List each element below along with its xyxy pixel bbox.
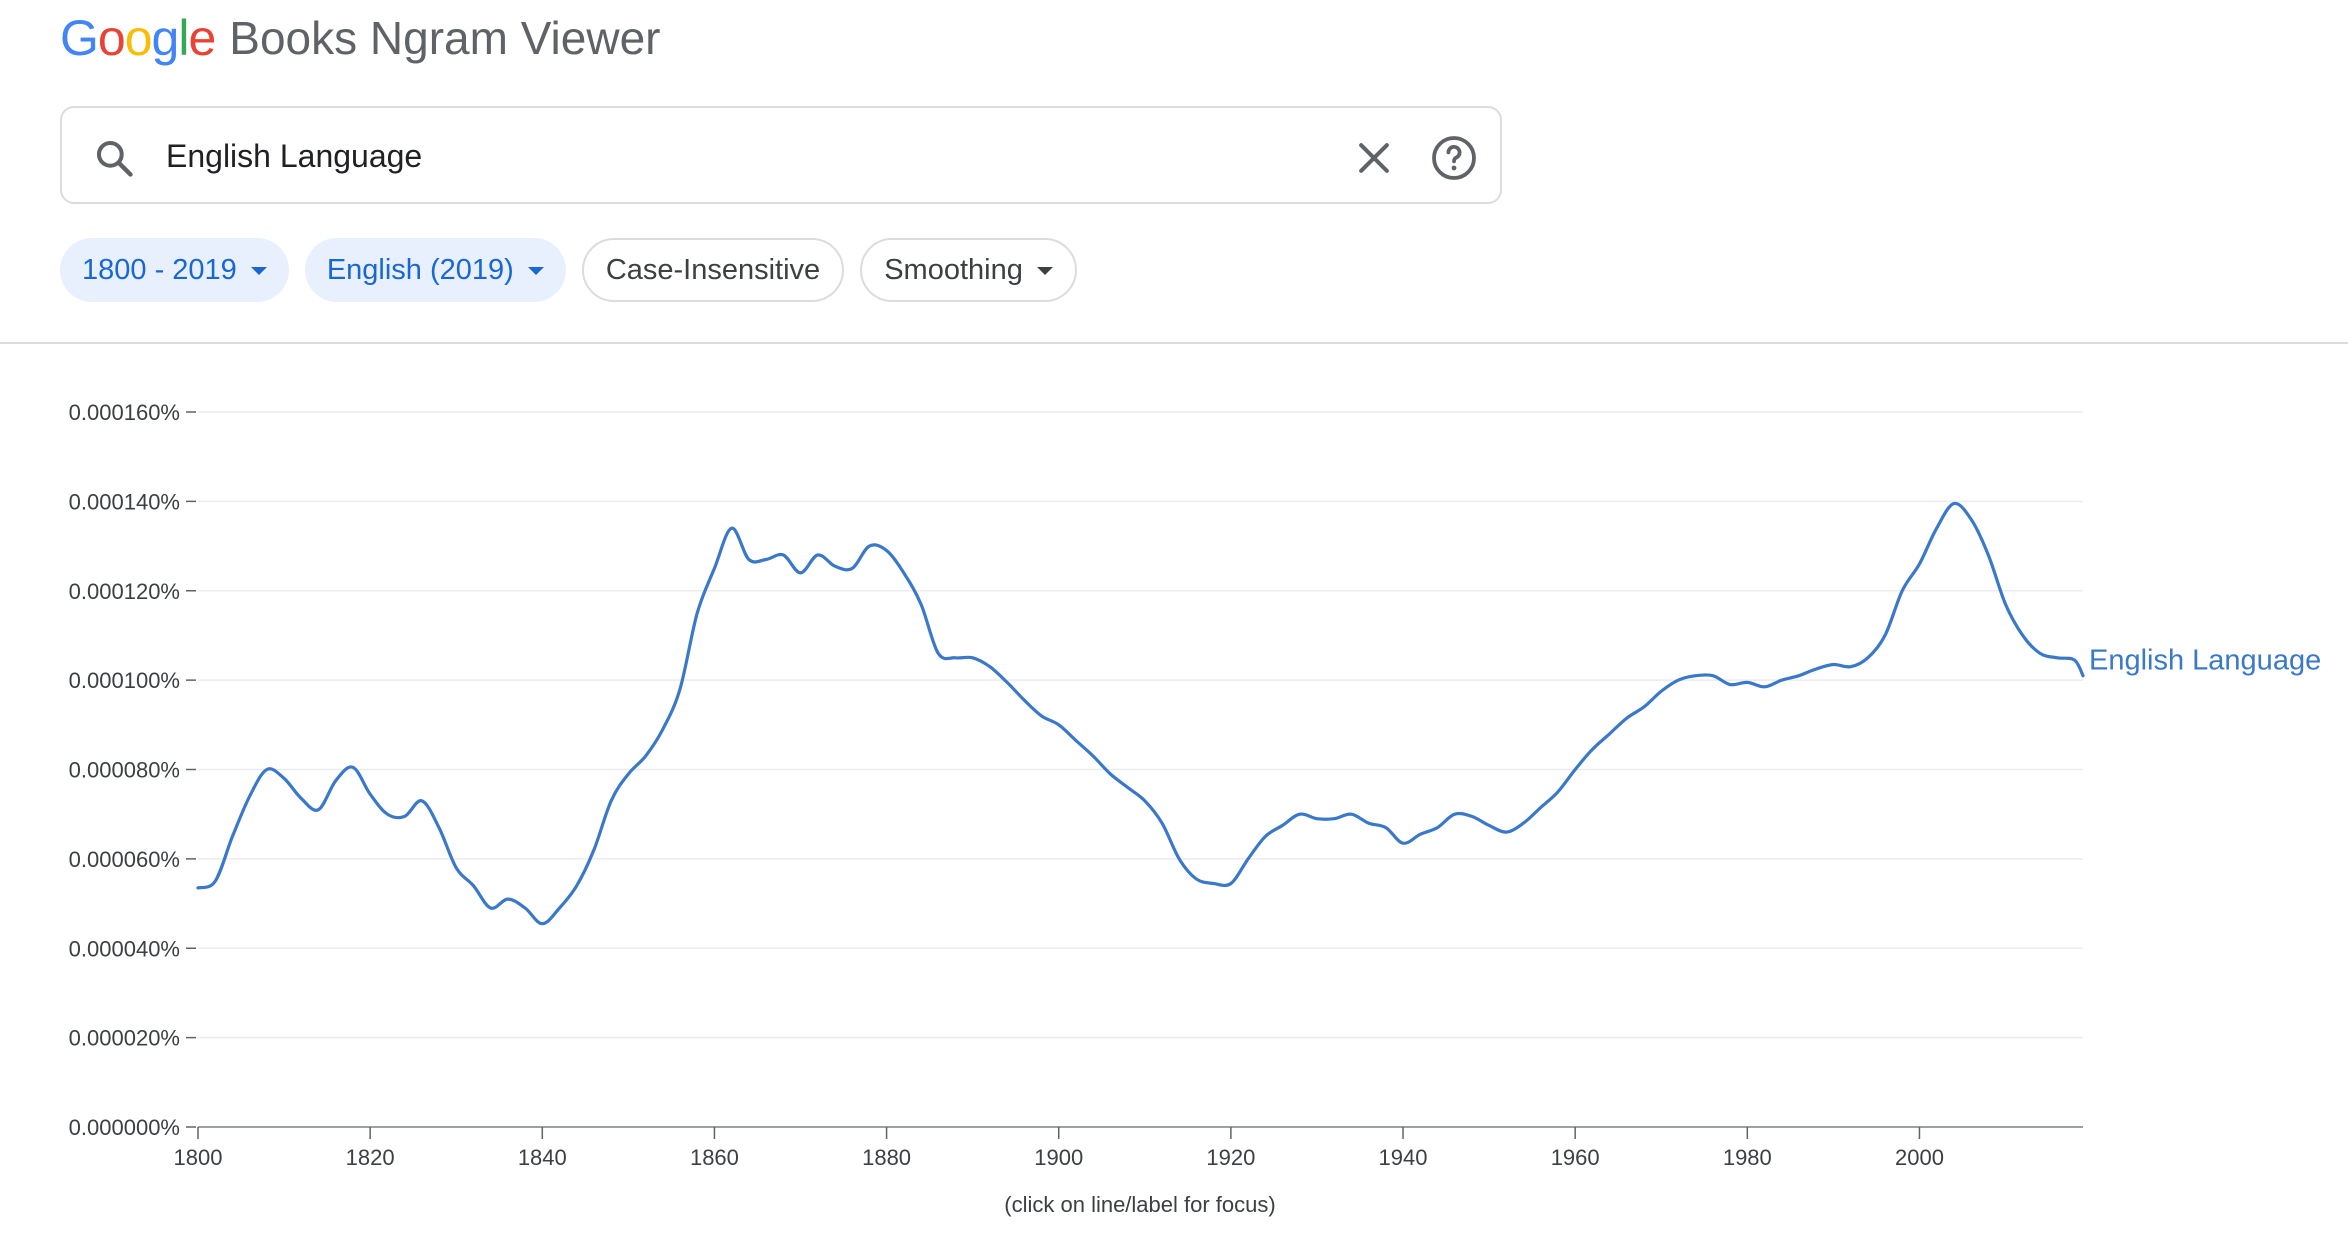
x-tick-label: 1860 [690,1145,739,1170]
app-title: Books Ngram Viewer [229,12,661,64]
x-tick-label: 1820 [346,1145,395,1170]
y-tick-label: 0.000120% [69,579,180,604]
app-header: Google Books Ngram Viewer [60,8,660,68]
y-tick-label: 0.000020% [69,1026,180,1051]
close-icon[interactable] [1352,136,1396,180]
y-tick-label: 0.000040% [69,936,180,961]
logo-letter: o [97,10,126,66]
smoothing-dropdown[interactable]: Smoothing [860,238,1077,302]
y-tick-label: 0.000140% [69,489,180,514]
case-label: Case-Insensitive [605,253,821,286]
x-tick-label: 1940 [1379,1145,1428,1170]
x-tick-label: 1960 [1551,1145,1600,1170]
logo-letter: e [188,10,216,66]
x-tick-label: 1980 [1723,1145,1772,1170]
section-divider [0,342,2348,344]
y-tick-label: 0.000100% [69,668,180,693]
x-tick-label: 2000 [1895,1145,1944,1170]
x-tick-label: 1900 [1034,1145,1083,1170]
case-insensitive-toggle[interactable]: Case-Insensitive [581,238,845,302]
y-tick-label: 0.000060% [69,847,180,872]
x-tick-label: 1920 [1206,1145,1255,1170]
chevron-down-icon [250,267,267,275]
chart-hint: (click on line/label for focus) [1004,1192,1276,1217]
search-box[interactable]: English Language [60,106,1502,204]
smoothing-label: Smoothing [884,253,1023,286]
logo-letter: G [60,10,99,66]
series-line[interactable] [196,501,2085,926]
search-icon [96,140,133,177]
google-logo[interactable]: Google [60,10,216,66]
chevron-down-icon [1036,267,1053,275]
x-tick-label: 1800 [174,1145,223,1170]
logo-letter: l [178,10,189,66]
y-tick-label: 0.000160% [69,400,180,425]
x-tick-label: 1880 [862,1145,911,1170]
ngram-chart: 0.000000% 0.000020% 0.000040% 0.000060% 0.00… [69,400,2322,1170]
year-range-dropdown[interactable]: 1800 - 2019 [60,238,289,302]
filter-chips: 1800 - 2019 English (2019) Case-Insensit… [60,238,1077,302]
help-circle-icon[interactable] [1430,134,1478,182]
year-range-label: 1800 - 2019 [82,253,237,286]
corpus-label: English (2019) [326,253,514,286]
search-input[interactable]: English Language [166,138,423,174]
logo-letter: g [151,10,180,66]
y-tick-label: 0.000000% [69,1115,180,1140]
y-tick-label: 0.000080% [69,758,180,783]
corpus-dropdown[interactable]: English (2019) [304,238,566,302]
chevron-down-icon [527,267,544,275]
logo-letter: o [124,10,153,66]
series-label[interactable]: English Language [2089,645,2321,677]
x-tick-label: 1840 [518,1145,567,1170]
